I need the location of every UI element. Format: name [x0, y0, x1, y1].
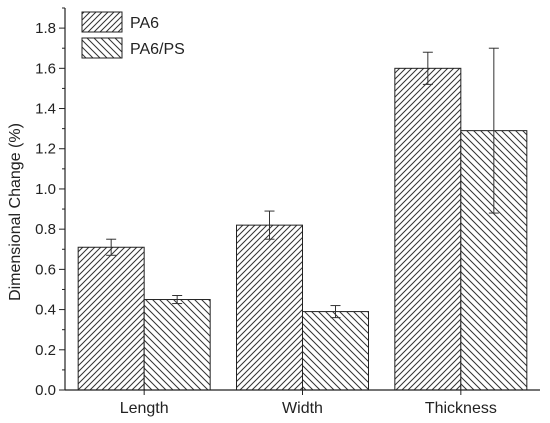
x-category-label: Thickness: [425, 400, 497, 417]
bar-pa6-length: [77, 246, 145, 391]
y-tick-label: 0.8: [35, 221, 56, 238]
x-category-label: Length: [120, 400, 169, 417]
bar-pa6-ps-length: [143, 299, 211, 391]
bar-pa6-ps-width: [302, 311, 369, 391]
y-tick-label: 0.2: [35, 342, 56, 359]
y-tick-label: 1.2: [35, 141, 56, 158]
legend-swatch: [81, 11, 123, 33]
x-category-label: Width: [282, 400, 323, 417]
legend: PA6 PA6/PS: [81, 11, 185, 59]
y-axis-title: Dimensional Change (%): [7, 123, 24, 301]
legend-label: PA6: [130, 15, 159, 32]
axes: 0.0 0.2 0.4 0.6 0.8 1.0 1.2 1.4 1.6 1.8 Length Widt…: [35, 7, 540, 417]
bar-pa6-thickness: [394, 67, 462, 391]
plot-area: [77, 47, 528, 391]
y-tick-label: 1.0: [35, 181, 56, 198]
y-tick-label: 0.6: [35, 261, 56, 278]
bar-pa6-width: [236, 224, 303, 391]
y-tick-label: 0.4: [35, 302, 56, 319]
y-tick-label: 1.8: [35, 20, 56, 37]
legend-swatch: [81, 37, 123, 59]
y-tick-label: 0.0: [35, 382, 56, 399]
legend-label: PA6/PS: [130, 41, 185, 58]
y-tick-label: 1.4: [35, 101, 56, 118]
y-tick-label: 1.6: [35, 60, 56, 77]
